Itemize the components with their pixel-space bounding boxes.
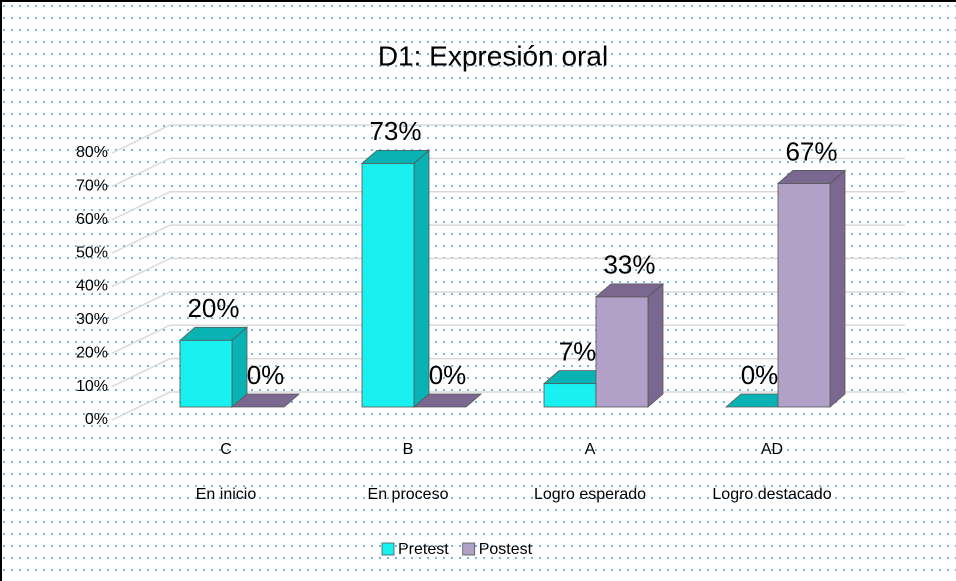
x-tick-label: En proceso <box>368 486 449 503</box>
y-tick-label: 80% <box>76 144 108 161</box>
data-label: 0% <box>247 360 285 390</box>
bar <box>412 393 483 408</box>
data-label: 0% <box>429 360 467 390</box>
data-label: 67% <box>785 136 837 166</box>
grid-line <box>111 191 905 221</box>
grid-line <box>111 157 905 188</box>
y-tick-label: 70% <box>76 178 108 195</box>
x-tick-label: AD <box>761 441 783 458</box>
legend-swatch <box>462 542 476 556</box>
y-tick-label: 10% <box>76 378 108 395</box>
bar <box>360 149 431 408</box>
data-label: 0% <box>741 360 779 390</box>
bar <box>230 393 301 408</box>
grid-line <box>111 257 905 288</box>
legend-label: Postest <box>479 541 533 558</box>
x-tick-label: B <box>403 441 414 458</box>
x-tick-label: Logro esperado <box>534 486 646 503</box>
bar <box>776 169 847 408</box>
data-label: 7% <box>559 337 597 367</box>
chart-title: D1: Expresión oral <box>378 40 608 71</box>
y-tick-label: 0% <box>85 411 108 428</box>
x-tick-label: C <box>220 441 232 458</box>
y-tick-label: 20% <box>76 344 108 361</box>
legend-label: Pretest <box>398 541 449 558</box>
data-label: 20% <box>187 293 239 323</box>
bar <box>594 282 665 408</box>
y-tick-label: 60% <box>76 211 108 228</box>
x-tick-label: Logro destacado <box>712 486 831 503</box>
data-label: 73% <box>369 116 421 146</box>
y-tick-label: 40% <box>76 278 108 295</box>
grid-line <box>111 224 905 254</box>
y-tick-label: 50% <box>76 244 108 261</box>
data-label: 33% <box>603 250 655 280</box>
x-tick-label: A <box>585 441 596 458</box>
legend-swatch <box>381 542 395 556</box>
bar <box>178 326 249 408</box>
grid-line <box>111 124 905 154</box>
y-tick-label: 30% <box>76 311 108 328</box>
x-tick-label: En inicio <box>196 486 257 503</box>
